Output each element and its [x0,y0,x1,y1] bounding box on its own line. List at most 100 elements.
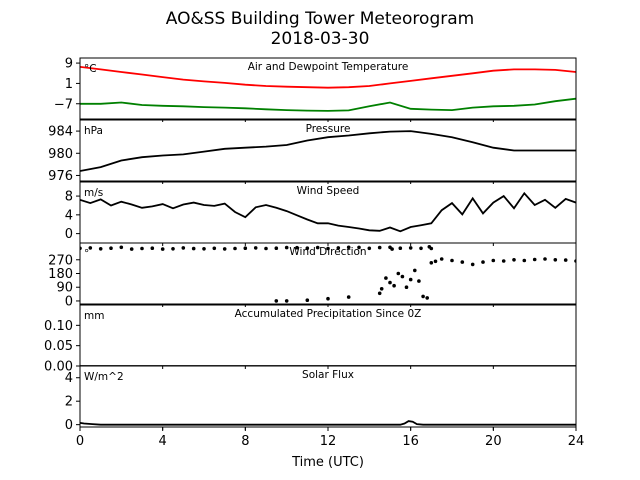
data-point [222,247,227,251]
y-tick-label: 0.05 [44,339,73,354]
data-point [532,257,537,262]
data-point [392,283,396,288]
x-tick-label: 20 [485,434,502,449]
data-point [390,247,394,251]
data-point [512,258,516,262]
data-point [274,246,279,250]
chart-title: AO&SS Building Tower Meteorogram [166,9,474,29]
data-point [460,260,465,264]
data-point [326,246,330,251]
panel-label: Wind Direction [289,246,366,258]
data-point [284,299,289,303]
data-point [413,268,417,273]
data-point [253,246,258,250]
data-point [181,246,186,250]
y-tick-label: 980 [48,147,73,162]
data-point [388,280,392,285]
y-tick-label: −7 [54,97,73,112]
data-point [417,279,421,283]
data-point [377,291,382,296]
data-point [98,247,103,251]
y-tick-label: 4 [65,208,73,223]
data-point [212,246,217,251]
data-point [384,276,388,280]
data-point [315,245,320,250]
data-point [233,246,237,251]
data-point [396,271,401,276]
y-tick-label: 180 [48,267,73,282]
series-line-0-0 [80,66,576,89]
panel-5: 4 2 0 Solar Flux W/m^2 [65,365,577,433]
y-tick-label: 0.10 [44,319,73,334]
panel-4: 0.10 0.05 0.00 Accumulated Precipitation Si… [44,304,577,375]
unit-label: W/m^2 [84,371,124,383]
data-point [274,299,279,303]
series-line-2-0 [80,191,576,233]
x-axis: 0 4 8 12 16 20 24 [76,427,584,449]
panel-label: Wind Speed [297,185,360,197]
y-tick-label: 984 [48,125,73,140]
y-tick-label: 9 [65,57,73,72]
data-point [433,259,438,264]
data-point [425,296,430,300]
x-tick-label: 12 [320,434,337,449]
data-point [427,245,432,249]
series-line-5-0 [80,420,576,426]
data-point [160,247,165,251]
x-axis-label: Time (UTC) [291,455,364,470]
data-point [379,287,384,291]
data-point [129,247,134,251]
data-point [357,245,361,250]
panel-label: Solar Flux [302,369,354,381]
y-tick-label: 8 [65,190,73,205]
y-tick-label: 270 [48,253,73,268]
data-point [481,260,485,264]
data-point [119,245,124,250]
panel-1: 984 980 976 Pressure hPa [48,119,577,184]
panel-0: 9 1 −7 Air and Dewpoint Temperature °C [54,57,577,122]
unit-label: hPa [84,125,103,137]
chart-subtitle: 2018-03-30 [271,29,370,49]
unit-label: m/s [84,187,103,199]
y-tick-label: 90 [56,281,73,296]
panel-2: 8 4 0 Wind Speed m/s [65,181,577,246]
y-tick-label: 0.00 [44,360,73,375]
panels-group: 9 1 −7 Air and Dewpoint Temperature °C 984 980… [44,57,577,433]
data-point [171,247,175,251]
data-point [419,246,423,251]
data-point [88,246,93,250]
data-point [202,247,206,251]
x-tick-label: 0 [76,434,84,449]
unit-label: mm [84,310,104,322]
data-point [491,258,496,263]
data-point [439,257,444,261]
y-tick-label: 1 [65,77,73,92]
data-point [400,274,405,279]
data-point [346,245,351,250]
y-tick-label: 0 [65,227,73,242]
data-point [346,295,351,299]
data-point [543,257,547,261]
panel-label: Accumulated Precipitation Since 0Z [235,308,422,320]
data-point [284,245,289,250]
data-point [305,298,310,303]
data-point [398,246,403,250]
data-point [326,296,330,301]
data-point [305,246,310,250]
series-line-0-1 [80,97,576,112]
panel-label: Pressure [306,123,351,135]
y-tick-label: 0 [65,418,73,433]
data-point [522,258,527,263]
data-point [563,258,568,262]
data-point [408,277,413,282]
data-point [243,246,248,250]
y-tick-label: 0 [65,294,73,309]
data-point [336,246,341,250]
data-point [408,246,413,250]
data-point [450,258,454,263]
data-point [191,246,196,251]
data-point [421,294,425,299]
x-tick-label: 24 [568,434,585,449]
data-point [264,246,268,251]
